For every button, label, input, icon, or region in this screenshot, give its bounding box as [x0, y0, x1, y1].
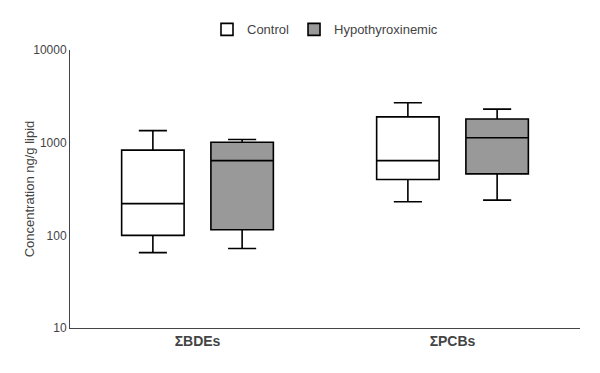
svg-text:Hypothyroxinemic: Hypothyroxinemic	[334, 22, 438, 37]
svg-text:Control: Control	[247, 22, 289, 37]
svg-text:10000: 10000	[33, 43, 67, 57]
svg-text:100: 100	[47, 229, 67, 243]
svg-text:Concentration ng/g lipid: Concentration ng/g lipid	[22, 121, 37, 258]
svg-text:1000: 1000	[40, 136, 67, 150]
svg-text:ΣBDEs: ΣBDEs	[175, 333, 221, 349]
svg-text:10: 10	[53, 321, 67, 335]
svg-text:ΣPCBs: ΣPCBs	[430, 333, 476, 349]
